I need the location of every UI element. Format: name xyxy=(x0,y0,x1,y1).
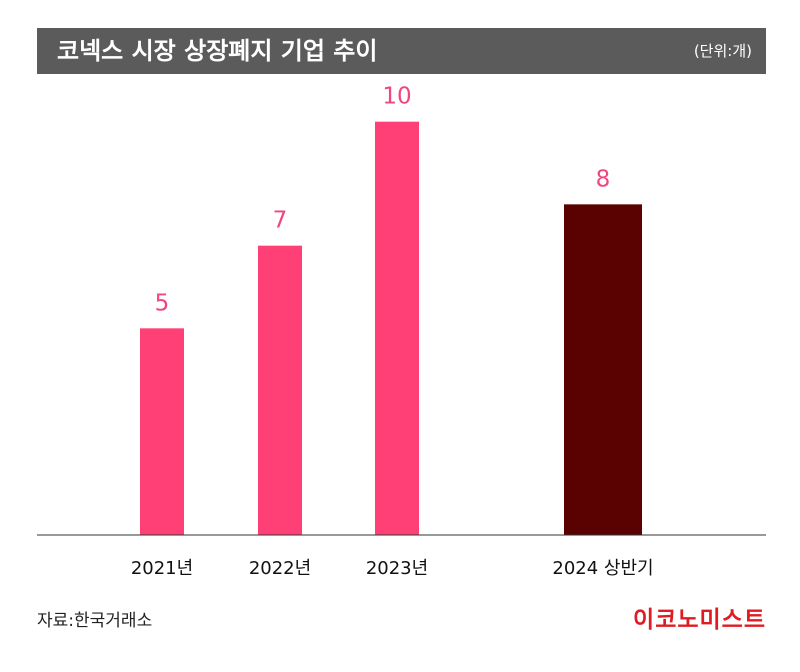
value-label-3: 10 xyxy=(382,84,411,110)
category-label-3: 2023년 xyxy=(366,558,428,579)
category-label-1: 2021년 xyxy=(131,558,193,579)
brand-logo: 이코노미스트 xyxy=(633,607,766,633)
value-label-4: 8 xyxy=(596,166,611,192)
title-bar: 코넥스 시장 상장폐지 기업 추이 (단위:개) xyxy=(37,28,766,74)
unit-label: (단위:개) xyxy=(693,42,752,60)
value-label-2: 7 xyxy=(273,208,288,234)
bar-2 xyxy=(258,245,302,535)
category-label-2: 2022년 xyxy=(249,558,311,579)
bar-3 xyxy=(375,121,419,536)
bar-1 xyxy=(140,328,184,535)
category-label-4: 2024 상반기 xyxy=(552,558,653,579)
bar-4 xyxy=(564,204,642,536)
source-note: 자료:한국거래소 xyxy=(37,611,153,631)
value-label-1: 5 xyxy=(155,290,170,316)
bar-chart: 5 2021년 7 2022년 10 2023년 8 2024 상반기 xyxy=(37,84,766,579)
chart-title: 코넥스 시장 상장폐지 기업 추이 xyxy=(57,37,378,65)
